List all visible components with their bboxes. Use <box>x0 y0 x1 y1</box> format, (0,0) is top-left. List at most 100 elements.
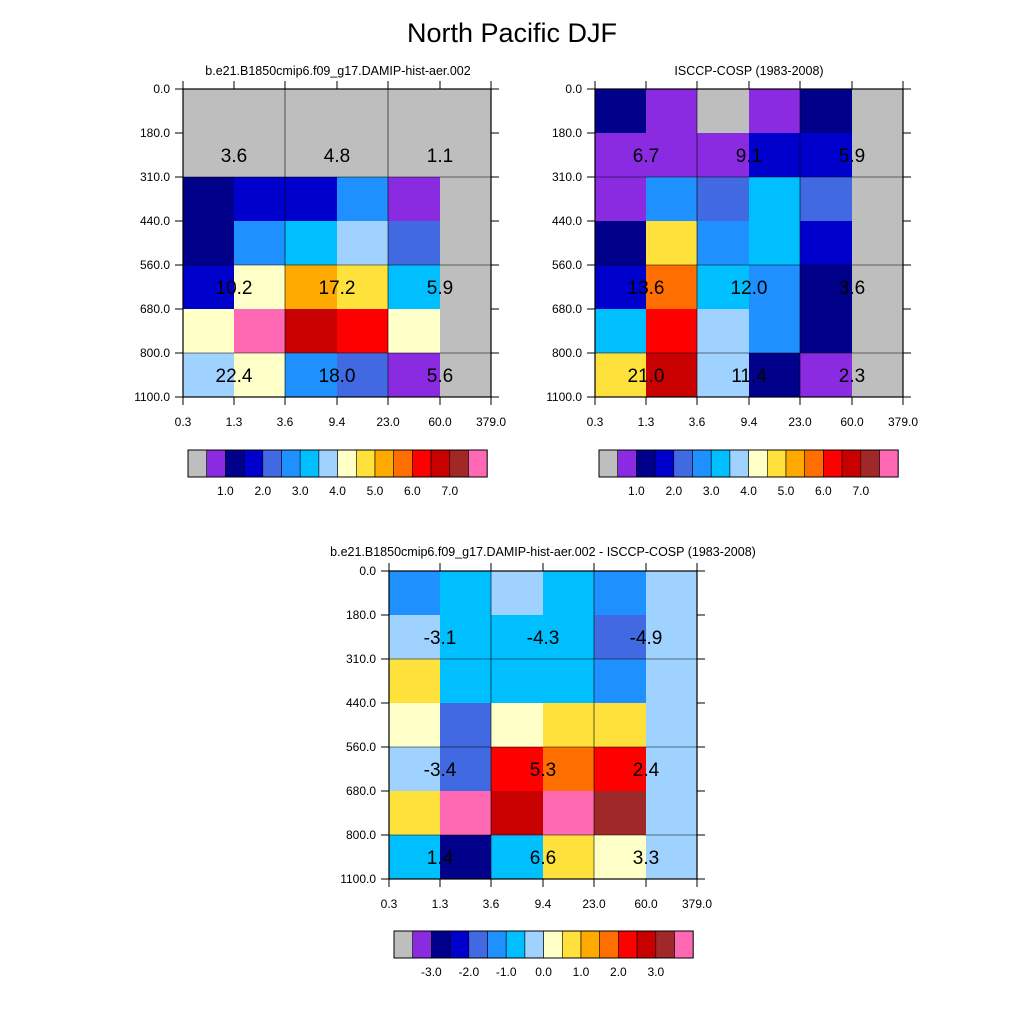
heatmap-cell <box>646 659 697 703</box>
cell-value-label: 17.2 <box>319 278 356 299</box>
cell-value-label: 4.8 <box>324 146 350 167</box>
colorbar-label: 2.0 <box>610 965 627 979</box>
colorbar-swatch <box>393 449 413 478</box>
heatmap-cell <box>234 89 285 133</box>
colorbar-swatch <box>618 930 638 959</box>
heatmap-cell <box>595 265 646 309</box>
cell-value-label: -3.4 <box>424 760 457 781</box>
x-tick-label: 379.0 <box>476 415 506 429</box>
colorbar-swatch <box>580 930 601 959</box>
cell-value-label: 13.6 <box>628 278 665 299</box>
heatmap-cell <box>285 309 337 353</box>
heatmap-cell <box>543 791 594 835</box>
heatmap-cell <box>646 133 697 177</box>
heatmap-cell <box>646 89 697 133</box>
y-tick-label: 1100.0 <box>546 390 582 404</box>
heatmap-cell <box>337 265 388 309</box>
x-tick-label: 23.0 <box>582 897 606 911</box>
heatmap-cell <box>543 615 594 659</box>
cell-value-label: -4.9 <box>630 628 663 649</box>
colorbar-swatch <box>617 449 637 478</box>
colorbar-swatch <box>599 930 619 959</box>
heatmap-cell <box>183 353 234 397</box>
y-tick-label: 800.0 <box>552 346 582 360</box>
colorbar-swatch <box>654 449 675 478</box>
heatmap-cell <box>749 265 800 309</box>
x-tick-label: 60.0 <box>428 415 452 429</box>
heatmap-cell <box>852 309 903 353</box>
cell-value-label: 18.0 <box>319 366 356 387</box>
x-tick-label: 9.4 <box>741 415 758 429</box>
heatmap-cell <box>183 89 234 133</box>
heatmap-cell <box>285 265 337 309</box>
heatmap-cell <box>337 133 388 177</box>
y-tick-label: 680.0 <box>552 302 582 316</box>
y-tick-label: 440.0 <box>140 214 170 228</box>
colorbar-swatch <box>206 449 226 478</box>
heatmap-cell <box>337 309 388 353</box>
cell-value-label: 5.9 <box>839 146 865 167</box>
x-tick-label: 0.3 <box>381 897 398 911</box>
x-tick-label: 60.0 <box>840 415 864 429</box>
colorbar-swatch <box>674 930 694 959</box>
heatmap-cell <box>389 615 440 659</box>
heatmap-cell <box>285 133 337 177</box>
heatmap-cell <box>389 659 440 703</box>
colorbar-swatch <box>225 449 245 478</box>
heatmap-cell <box>389 747 440 791</box>
colorbar-swatch <box>543 930 563 959</box>
heatmap-cell <box>388 265 440 309</box>
cell-value-label: -4.3 <box>527 628 560 649</box>
y-tick-label: 440.0 <box>346 696 376 710</box>
heatmap-cell <box>697 89 749 133</box>
heatmap-cell <box>491 571 543 615</box>
heatmap-cell <box>440 791 491 835</box>
colorbar-label: 4.0 <box>740 484 757 498</box>
heatmap-cell <box>389 703 440 747</box>
heatmap-cell <box>646 571 697 615</box>
colorbar-swatch <box>449 930 470 959</box>
colorbar-label: 2.0 <box>254 484 271 498</box>
x-tick-label: 9.4 <box>535 897 552 911</box>
heatmap-cell <box>646 791 697 835</box>
heatmap-cell <box>183 309 234 353</box>
colorbar-swatch <box>337 449 357 478</box>
heatmap-cell <box>749 221 800 265</box>
colorbar-swatch <box>449 449 469 478</box>
heatmap-cell <box>183 133 234 177</box>
cell-value-label: 3.6 <box>839 278 865 299</box>
heatmap-cell <box>389 791 440 835</box>
colorbar-swatch <box>561 930 582 959</box>
colorbar-swatch <box>281 449 301 478</box>
x-tick-label: 0.3 <box>175 415 192 429</box>
y-tick-label: 310.0 <box>552 170 582 184</box>
heatmap-cell <box>594 615 646 659</box>
heatmap-cell <box>594 791 646 835</box>
colorbar-label: 7.0 <box>441 484 458 498</box>
cell-value-label: 5.6 <box>427 366 453 387</box>
heatmap-cell <box>440 747 491 791</box>
y-tick-label: 0.0 <box>153 82 170 96</box>
colorbar-swatch <box>412 930 432 959</box>
colorbar-swatch <box>431 930 451 959</box>
heatmap-cell <box>285 221 337 265</box>
heatmap-cell <box>234 177 285 221</box>
colorbar-swatch <box>860 449 880 478</box>
cell-value-label: 9.1 <box>736 146 762 167</box>
colorbar-frame <box>598 449 899 478</box>
heatmap-cell <box>800 221 852 265</box>
heatmap-cell <box>440 353 491 397</box>
heatmap-cell <box>646 309 697 353</box>
panel-title: ISCCP-COSP (1983-2008) <box>674 64 823 78</box>
colorbar-swatch <box>505 930 526 959</box>
y-tick-label: 0.0 <box>359 564 376 578</box>
cell-value-label: 6.6 <box>530 848 556 869</box>
heatmap-cell <box>800 353 852 397</box>
heatmap-cell <box>595 89 646 133</box>
heatmap-cell <box>852 89 903 133</box>
y-tick-label: 440.0 <box>552 214 582 228</box>
heatmap-cell <box>234 221 285 265</box>
colorbar-label: 3.0 <box>703 484 720 498</box>
y-tick-label: 180.0 <box>346 608 376 622</box>
heatmap-cell <box>749 177 800 221</box>
